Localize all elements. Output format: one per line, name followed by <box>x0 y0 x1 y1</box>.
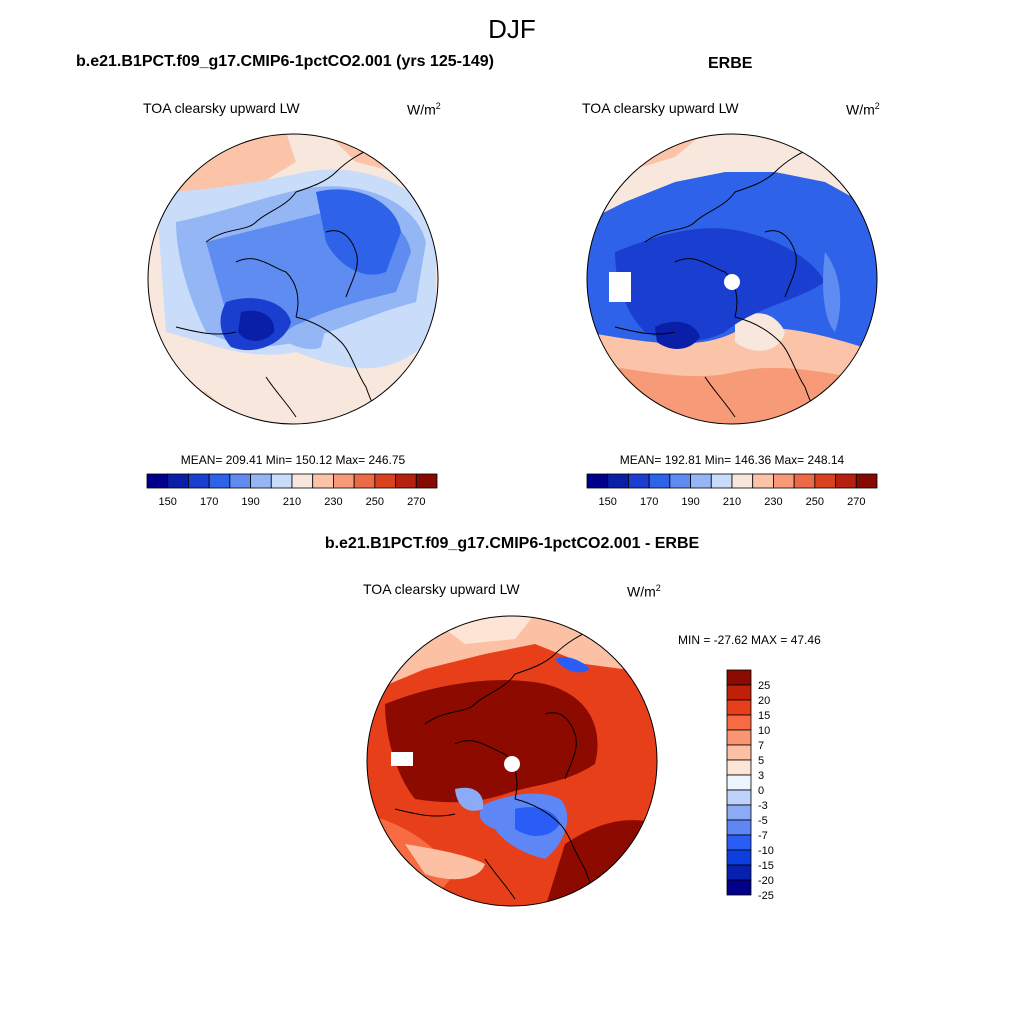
model-stats: MEAN= 209.41 Min= 150.12 Max= 246.75 <box>180 453 406 467</box>
colorbar-box <box>415 473 438 489</box>
colorbar-box <box>333 473 355 489</box>
model-colorbar: 150170190210230250270290 <box>146 473 438 508</box>
colorbar-box <box>270 473 293 489</box>
model-polar-map <box>147 133 439 425</box>
colorbar-box <box>291 473 314 489</box>
figure-title: DJF <box>488 14 536 44</box>
colorbar-tick-label: 190 <box>681 496 699 508</box>
colorbar-box <box>726 819 752 836</box>
colorbar-tick-label: 5 <box>758 755 764 767</box>
colorbar-tick-label: 250 <box>366 496 384 508</box>
diff-polar-map <box>366 615 658 907</box>
obs-units: W/m2 <box>846 101 880 118</box>
colorbar-box <box>726 789 752 806</box>
obs-stats: MEAN= 192.81 Min= 146.36 Max= 248.14 <box>619 453 845 467</box>
colorbar-box <box>229 473 251 489</box>
colorbar-tick-label: 230 <box>324 496 342 508</box>
colorbar-tick-label: 190 <box>241 496 259 508</box>
colorbar-box <box>726 684 752 701</box>
colorbar-tick-label: 10 <box>758 725 770 737</box>
colorbar-box <box>669 473 691 489</box>
colorbar-box <box>726 879 752 896</box>
colorbar-tick-label: 210 <box>723 496 741 508</box>
colorbar-box <box>146 473 169 489</box>
colorbar-box <box>726 699 752 716</box>
colorbar-box <box>188 473 210 489</box>
colorbar-box <box>395 473 417 489</box>
colorbar-box <box>167 473 189 489</box>
colorbar-tick-label: 270 <box>847 496 865 508</box>
obs-panel-title: ERBE <box>708 55 753 72</box>
model-units: W/m2 <box>407 101 441 118</box>
colorbar-box <box>710 473 733 489</box>
colorbar-tick-label: 170 <box>200 496 218 508</box>
obs-polar-map <box>586 133 878 425</box>
colorbar-tick-label: 230 <box>764 496 782 508</box>
colorbar-box <box>752 473 774 489</box>
colorbar-box <box>726 759 752 776</box>
colorbar-tick-label: 0 <box>758 785 764 797</box>
model-panel-title: b.e21.B1PCT.f09_g17.CMIP6-1pctCO2.001 (y… <box>76 53 494 70</box>
colorbar-box <box>312 473 334 489</box>
colorbar-tick-label: -15 <box>758 860 774 872</box>
obs-colorbar: 150170190210230250270290 <box>586 473 878 508</box>
colorbar-box <box>814 473 836 489</box>
colorbar-tick-label: 150 <box>159 496 177 508</box>
model-variable-label: TOA clearsky upward LW <box>143 100 300 116</box>
diff-variable-label: TOA clearsky upward LW <box>363 581 520 597</box>
colorbar-box <box>835 473 857 489</box>
colorbar-box <box>648 473 671 489</box>
colorbar-tick-label: -25 <box>758 890 774 902</box>
colorbar-box <box>628 473 650 489</box>
colorbar-box <box>726 669 752 686</box>
colorbar-box <box>250 473 272 489</box>
obs-variable-label: TOA clearsky upward LW <box>582 100 739 116</box>
colorbar-tick-label: 250 <box>806 496 824 508</box>
colorbar-tick-label: -5 <box>758 815 768 827</box>
colorbar-tick-label: 20 <box>758 695 770 707</box>
diff-units: W/m2 <box>627 583 661 600</box>
colorbar-box <box>208 473 231 489</box>
colorbar-tick-label: -20 <box>758 875 774 887</box>
colorbar-box <box>793 473 816 489</box>
diff-stats: MIN = -27.62 MAX = 47.46 <box>678 633 821 647</box>
colorbar-tick-label: -7 <box>758 830 768 842</box>
colorbar-tick-label: 170 <box>640 496 658 508</box>
colorbar-box <box>374 473 396 489</box>
colorbar-box <box>855 473 878 489</box>
colorbar-box <box>586 473 609 489</box>
colorbar-box <box>726 804 752 821</box>
colorbar-box <box>690 473 712 489</box>
colorbar-box <box>726 834 752 851</box>
colorbar-tick-label: -10 <box>758 845 774 857</box>
colorbar-tick-label: 150 <box>599 496 617 508</box>
diff-panel-title: b.e21.B1PCT.f09_g17.CMIP6-1pctCO2.001 - … <box>324 535 700 552</box>
colorbar-box <box>773 473 795 489</box>
colorbar-box <box>726 864 752 881</box>
colorbar-box <box>731 473 754 489</box>
colorbar-tick-label: 25 <box>758 680 770 692</box>
diff-colorbar: 25 20 15 10 7 5 3 0 -3 -5 -7 -10 -15 -20 -25 <box>726 669 774 902</box>
colorbar-tick-label: 270 <box>407 496 425 508</box>
colorbar-box <box>726 714 752 731</box>
colorbar-tick-label: 7 <box>758 740 764 752</box>
colorbar-box <box>607 473 629 489</box>
colorbar-tick-label: -3 <box>758 800 768 812</box>
colorbar-box <box>726 729 752 746</box>
colorbar-box <box>726 849 752 866</box>
colorbar-box <box>726 744 752 761</box>
colorbar-tick-label: 210 <box>283 496 301 508</box>
colorbar-tick-label: 3 <box>758 770 764 782</box>
colorbar-box <box>353 473 376 489</box>
colorbar-tick-label: 15 <box>758 710 770 722</box>
colorbar-box <box>726 774 752 791</box>
